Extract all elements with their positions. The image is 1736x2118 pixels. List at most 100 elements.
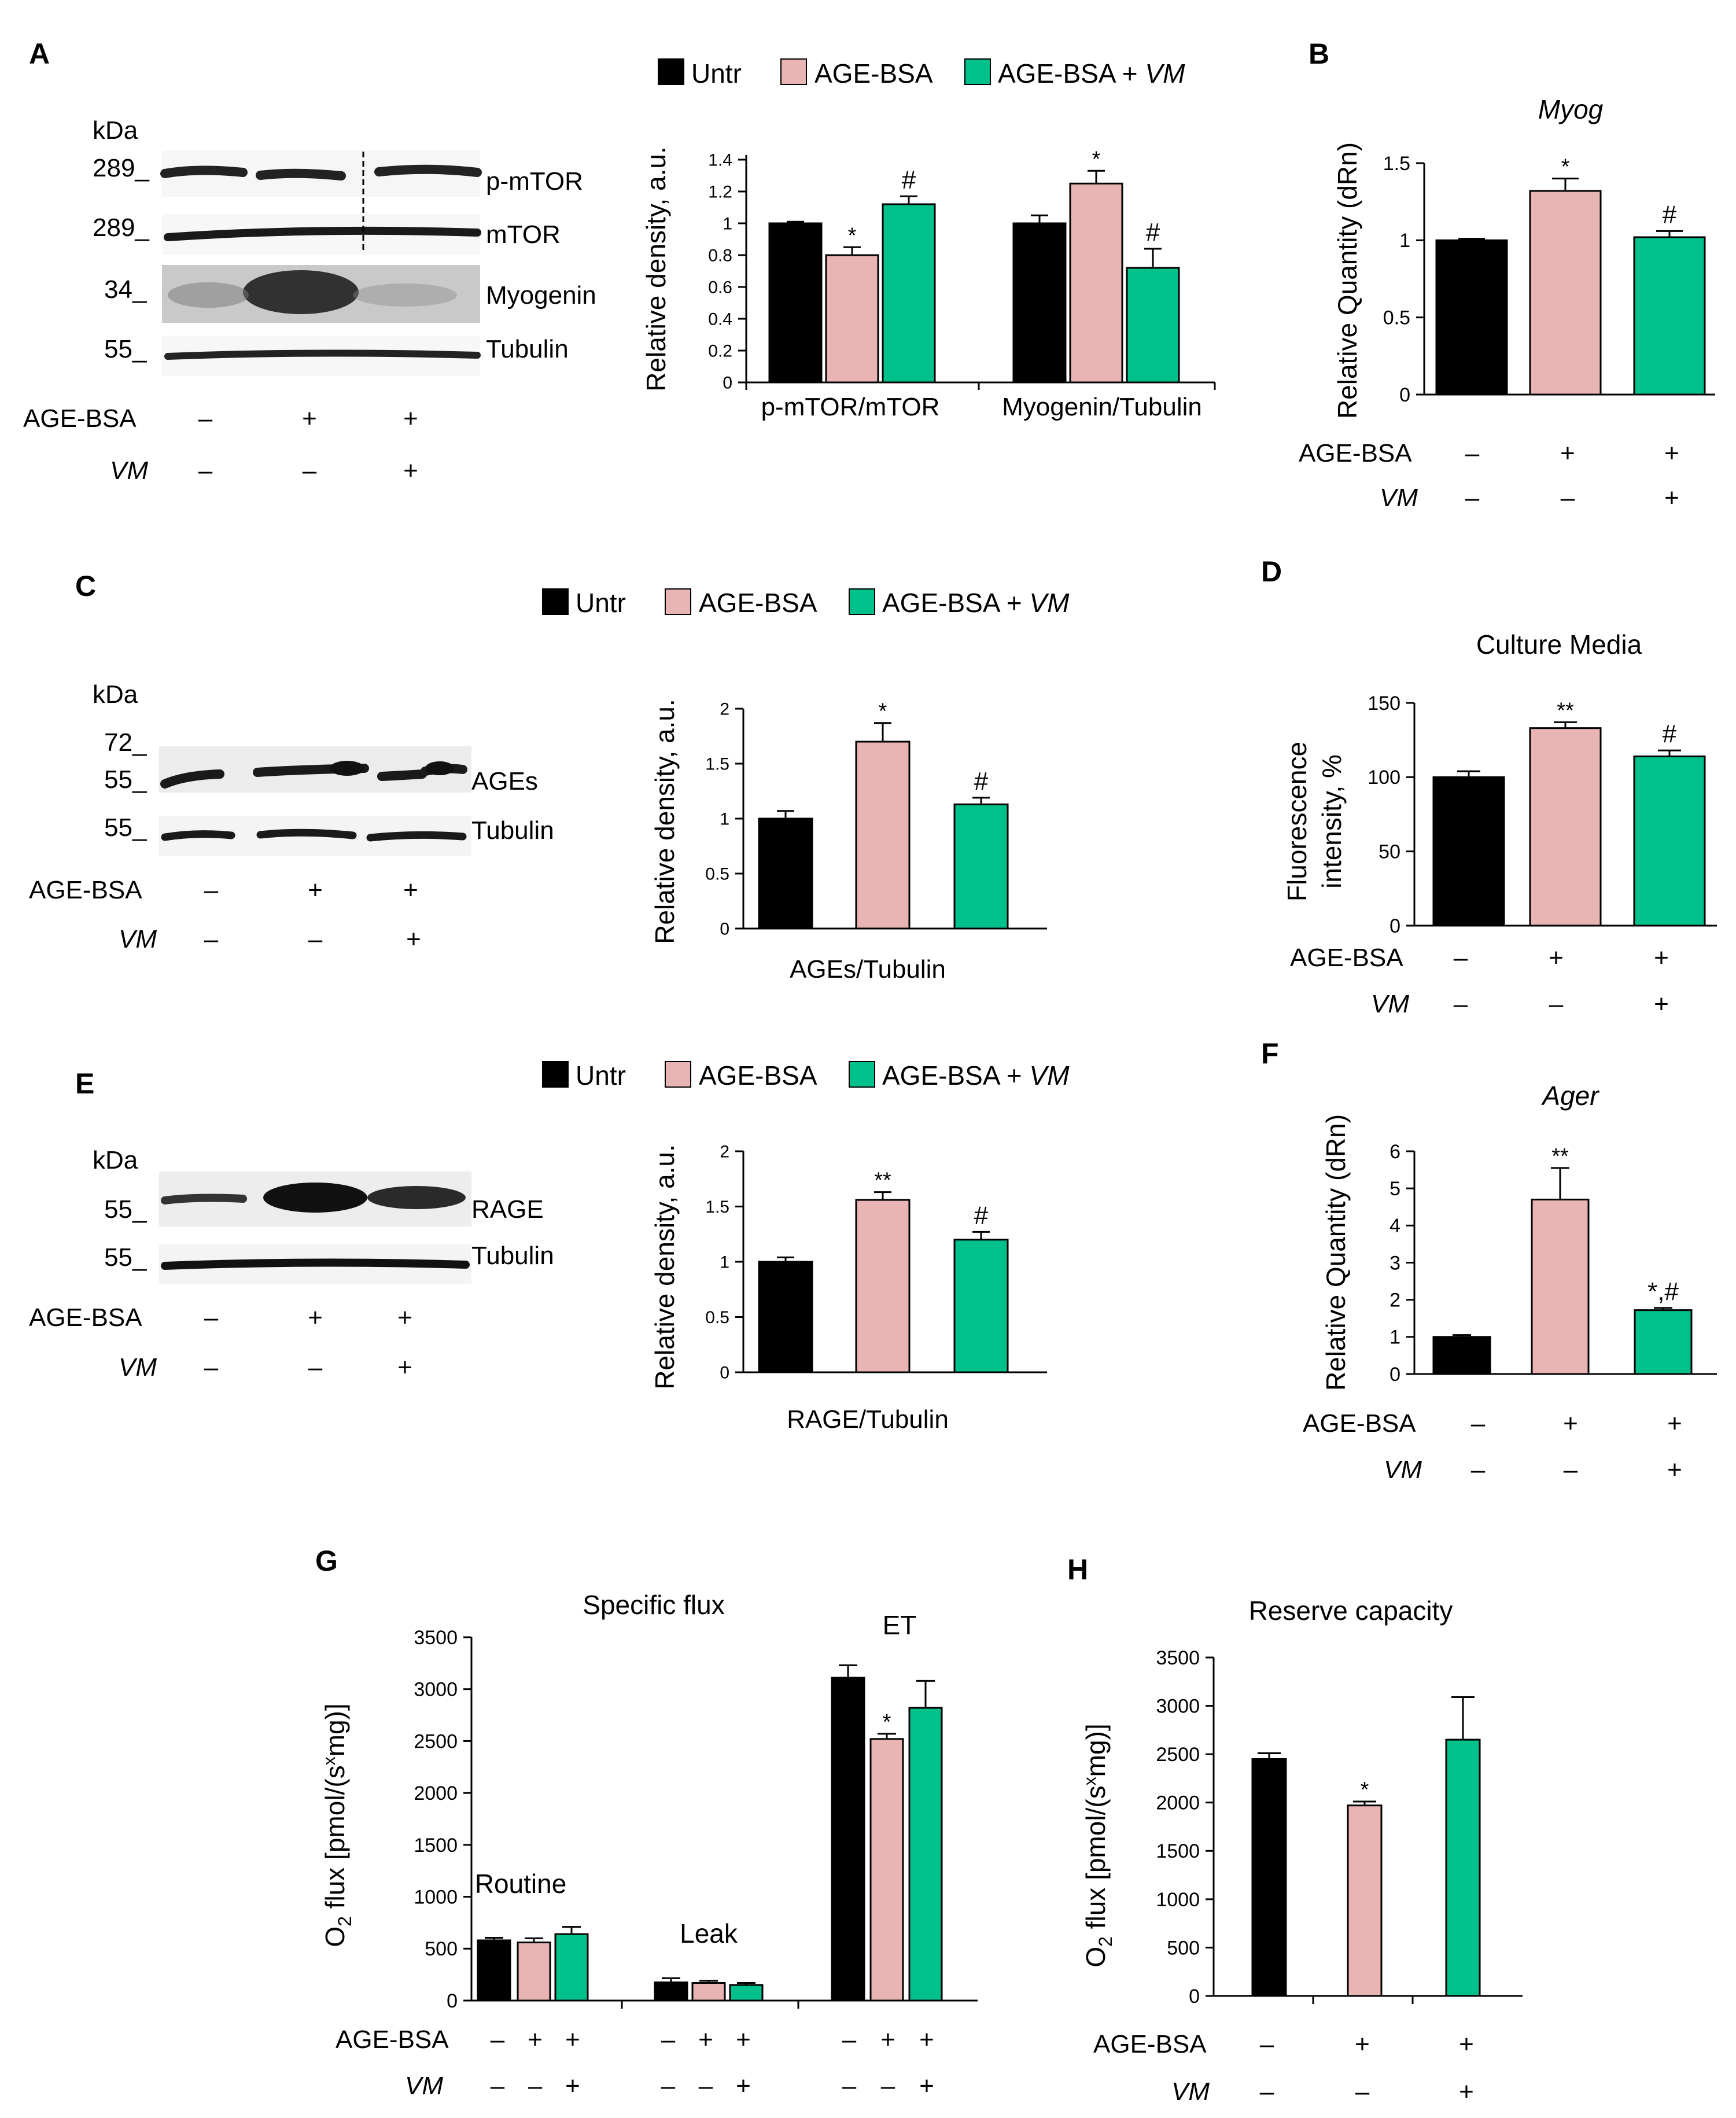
chart-g-group-routine: Routine <box>475 1869 567 1899</box>
y-tick-label: 1000 <box>414 1886 458 1908</box>
y-tick-label: 1.5 <box>1383 153 1410 175</box>
treat-c-vm-2: – <box>308 925 323 953</box>
treat-c-vm-3: + <box>406 925 421 953</box>
legend-a-swatch-age <box>780 58 807 85</box>
y-tick-label: 1000 <box>1156 1889 1200 1911</box>
y-tick-label: 0 <box>1389 1364 1400 1386</box>
panel-letter-c: C <box>75 570 96 602</box>
bar <box>1347 1804 1383 1997</box>
y-tick-label: 1.5 <box>705 1198 729 1217</box>
treat-g-age-6: + <box>736 2025 751 2054</box>
treat-g-vm-label: VM <box>405 2072 443 2100</box>
legend-a-untr: Untr <box>691 58 742 89</box>
y-tick-label: 2 <box>720 700 729 719</box>
blot-a-band-myogenin-faint-2 <box>353 283 457 307</box>
y-tick-label: 0 <box>720 1364 729 1383</box>
bar <box>517 1942 551 2002</box>
chart-c-xlabel: AGEs/Tubulin <box>790 955 946 984</box>
western-blot-a: kDa 289_ 289_ 34_ 55_ p-mTOR mTOR Myogen… <box>23 116 596 485</box>
significance-mark: # <box>1663 720 1677 748</box>
treat-d-age-1: – <box>1454 944 1468 972</box>
treat-c-vm-1: – <box>204 925 219 953</box>
treat-e-age-2: + <box>308 1303 323 1332</box>
bar <box>855 741 911 930</box>
treat-d-age-label: AGE-BSA <box>1290 944 1403 972</box>
chart-h-bars: * <box>1251 1696 1481 1997</box>
panel-letter-b: B <box>1309 38 1329 70</box>
significance-mark: *,# <box>1647 1277 1679 1306</box>
y-tick-label: 1 <box>1399 230 1410 252</box>
treat-g-vm-6: + <box>736 2072 751 2100</box>
chart-b-y-ticks: 0 0.5 1 1.5 <box>1383 153 1424 406</box>
y-tick-label: 150 <box>1368 693 1400 714</box>
treat-g-vm-4: – <box>661 2072 676 2100</box>
bar <box>1634 1309 1693 1375</box>
treat-h-vm-2: – <box>1355 2078 1370 2106</box>
bar <box>1126 267 1180 384</box>
y-tick-label: 1 <box>720 1253 729 1272</box>
treat-c-age-1: – <box>204 876 219 904</box>
significance-mark: # <box>974 767 989 795</box>
chart-e-xlabel: RAGE/Tubulin <box>787 1405 949 1434</box>
bar <box>1432 1336 1491 1375</box>
treat-d-vm-1: – <box>1454 990 1468 1018</box>
significance-mark: # <box>902 165 916 194</box>
treat-a-vm-2: – <box>303 456 317 485</box>
y-tick-label: 100 <box>1368 767 1400 789</box>
blot-e-band-tubulin <box>161 1258 470 1270</box>
y-tick-label: 500 <box>425 1938 458 1960</box>
bar <box>1633 236 1706 396</box>
blot-a-band-mtor <box>164 226 481 241</box>
blot-a-kda-label: kDa <box>93 116 138 145</box>
significance-mark: ** <box>1551 1144 1569 1169</box>
blot-e-band-rage-mid <box>367 1186 466 1209</box>
legend-c-untr: Untr <box>576 588 626 618</box>
blot-a-marker-1: 289_ <box>93 154 149 182</box>
legend-a: Untr AGE-BSA AGE-BSA + VM <box>658 58 1185 89</box>
panel-letter-a: A <box>29 38 50 70</box>
blot-c-marker-1: 72_ <box>104 728 147 757</box>
treat-d-vm-3: + <box>1654 990 1669 1018</box>
treat-d-vm-2: – <box>1549 990 1564 1018</box>
treat-g-vm-5: – <box>699 2072 713 2100</box>
y-tick-label: 0 <box>723 374 732 393</box>
treat-f-vm-3: + <box>1667 1456 1682 1484</box>
y-tick-label: 1 <box>723 215 732 234</box>
chart-h-y-ticks: 0 500 1000 1500 2000 2500 3000 3500 <box>1156 1647 1214 2008</box>
treat-g-age-3: + <box>565 2025 580 2054</box>
treat-e-vm-2: – <box>308 1353 323 1382</box>
chart-c-ylabel: Relative density, a.u. <box>650 699 680 944</box>
treat-f-age-3: + <box>1667 1409 1682 1438</box>
y-tick-label: 0 <box>1189 1986 1200 2008</box>
legend-c-agevm: AGE-BSA + VM <box>882 588 1070 618</box>
blot-a-marker-3: 34_ <box>104 275 147 304</box>
treat-e-vm-1: – <box>204 1353 219 1382</box>
legend-a-agevm: AGE-BSA + VM <box>998 58 1185 89</box>
y-tick-label: 1500 <box>414 1835 458 1857</box>
chart-f-ylabel: Relative Quantity (dRn) <box>1321 1114 1351 1391</box>
blot-e-kda-label: kDa <box>93 1146 138 1174</box>
panel-f: F Ager Relative Quantity (dRn) 0 1 2 3 4 5 6 *… <box>1261 1037 1717 1484</box>
significance-mark: # <box>974 1201 989 1229</box>
treat-g-age-2: + <box>528 2025 543 2054</box>
blot-c-marker-2: 55_ <box>104 765 147 794</box>
legend-c-age: AGE-BSA <box>699 588 817 618</box>
y-tick-label: 5 <box>1389 1178 1400 1200</box>
treat-h-age-1: – <box>1260 2030 1274 2058</box>
bar <box>1633 755 1706 927</box>
chart-c-y-ticks: 0 0.5 1 1.5 2 <box>705 700 743 939</box>
significance-mark: * <box>1092 147 1101 171</box>
panel-b: B Myog Relative Quantity (dRn) 00.511.5 … <box>1299 38 1715 512</box>
y-tick-label: 0.6 <box>708 278 732 297</box>
chart-d-ylabel-1: Fluorescence <box>1282 742 1312 901</box>
panel-letter-f: F <box>1261 1037 1279 1070</box>
chart-g-y-ticks: 0 500 1000 1500 2000 2500 3000 3500 <box>414 1627 471 2012</box>
chart-d-ylabel-2: intensity, % <box>1317 754 1347 889</box>
treat-a-age-2: + <box>302 404 317 433</box>
bar <box>768 222 823 384</box>
legend-e-swatch-untr <box>542 1061 569 1088</box>
bar <box>1445 1738 1481 1997</box>
bar <box>882 203 936 384</box>
y-tick-label: 0.4 <box>708 310 732 329</box>
legend-a-age: AGE-BSA <box>814 58 933 89</box>
